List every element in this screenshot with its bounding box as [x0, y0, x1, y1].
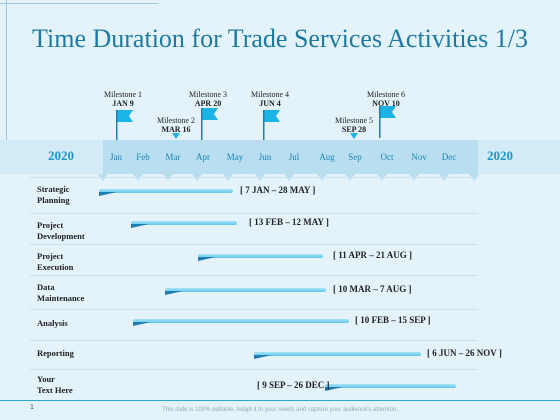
footer-divider — [0, 400, 560, 401]
milestone-date: JUN 4 — [259, 99, 281, 108]
activity-date-range: [ 7 JAN – 28 MAY ] — [240, 185, 316, 195]
activity-bar-shadow — [254, 355, 272, 359]
activity-label-line: Text Here — [37, 385, 73, 395]
activity-bar-shadow — [99, 192, 117, 196]
milestone-3-label: Milestone 3 APR 20 — [189, 90, 227, 108]
row-divider — [30, 177, 478, 178]
milestone-date: NOV 10 — [372, 99, 400, 108]
activity-label: Reporting — [37, 348, 74, 359]
corner-decoration-horizontal — [0, 3, 158, 4]
milestone-marker-icon — [350, 133, 358, 139]
activity-bar-shadow — [165, 291, 183, 295]
month-bar — [103, 140, 478, 174]
month-label-oct: Oct — [380, 152, 394, 162]
activity-label-line: Analysis — [37, 318, 68, 328]
milestone-flag-icon — [379, 106, 396, 138]
activity-label: Analysis — [37, 318, 68, 329]
row-divider — [30, 340, 478, 341]
activity-label: Data Maintenance — [37, 282, 84, 304]
activity-duration-bar — [99, 189, 233, 193]
activity-label-line: Your — [37, 374, 55, 384]
activity-label-line: Data — [37, 282, 55, 292]
activity-date-range: [ 13 FEB – 12 MAY ] — [249, 217, 329, 227]
milestone-6-label: Milestone 6 NOV 10 — [367, 90, 405, 108]
month-label-may: May — [226, 152, 244, 162]
milestone-date: SEP 28 — [341, 125, 367, 134]
month-label-feb: Feb — [136, 152, 150, 162]
milestone-4-label: Milestone 4 JUN 4 — [251, 90, 289, 108]
milestone-name: Milestone 2 — [157, 116, 195, 125]
month-label-jul: Jul — [288, 152, 300, 162]
milestone-name: Milestone 6 — [367, 90, 405, 99]
activity-label-line: Project — [37, 251, 64, 261]
corner-decoration-vertical — [6, 0, 7, 142]
activity-duration-bar — [133, 319, 349, 323]
milestone-flag-icon — [116, 110, 133, 140]
milestone-marker-icon — [172, 133, 180, 139]
activity-label-line: Project — [37, 220, 64, 230]
activity-label: Project Development — [37, 220, 85, 242]
activity-label-line: Planning — [37, 195, 70, 205]
row-divider — [30, 275, 478, 276]
milestone-5-label: Milestone 5 SEP 28 — [335, 116, 373, 134]
month-label-jun: Jun — [258, 152, 272, 162]
activity-label-line: Development — [37, 231, 85, 241]
slide-title: Time Duration for Trade Services Activit… — [32, 24, 528, 53]
milestone-date: APR 20 — [194, 99, 222, 108]
activity-bar-shadow — [133, 322, 151, 326]
activity-date-range: [ 11 APR – 21 AUG ] — [333, 250, 413, 260]
activity-bar-shadow — [131, 224, 149, 228]
activity-duration-bar — [198, 254, 323, 258]
milestone-2-label: Milestone 2 MAR 16 — [157, 116, 195, 134]
activity-label: Strategic Planning — [37, 184, 70, 206]
activity-bar-shadow — [325, 387, 343, 391]
activity-date-range: [ 9 SEP – 26 DEC ] — [257, 380, 330, 390]
month-label-apr: Apr — [196, 152, 210, 162]
milestone-name: Milestone 3 — [189, 90, 227, 99]
month-label-aug: Aug — [319, 152, 335, 162]
row-divider — [30, 244, 478, 245]
month-label-jan: Jan — [110, 152, 122, 162]
activity-duration-bar — [254, 352, 421, 356]
month-label-nov: Nov — [411, 152, 427, 162]
year-label-left: 2020 — [48, 148, 74, 163]
activity-duration-bar — [165, 288, 326, 292]
activity-label-line: Strategic — [37, 184, 70, 194]
activity-label-line: Reporting — [37, 348, 74, 358]
activity-date-range: [ 10 MAR – 7 AUG ] — [333, 284, 412, 294]
row-divider — [30, 309, 478, 310]
month-label-mar: Mar — [165, 152, 181, 162]
activity-label: Your Text Here — [37, 374, 73, 396]
month-label-sep: Sep — [348, 152, 362, 162]
activity-label: Project Execution — [37, 251, 73, 273]
milestone-name: Milestone 4 — [251, 90, 289, 99]
milestone-1-label: Milestone 1 JAN 9 — [104, 90, 142, 108]
milestone-name: Milestone 5 — [335, 116, 373, 125]
month-label-dec: Dec — [441, 152, 457, 162]
row-divider — [30, 369, 478, 370]
milestone-date: JAN 9 — [112, 99, 134, 108]
page-number: 1 — [30, 404, 34, 411]
activity-duration-bar — [131, 221, 237, 225]
milestone-name: Milestone 1 — [104, 90, 142, 99]
activity-date-range: [ 10 FEB – 15 SEP ] — [355, 315, 431, 325]
activity-bar-shadow — [198, 257, 216, 261]
activity-label-line: Maintenance — [37, 293, 85, 303]
activity-label-line: Execution — [37, 262, 74, 272]
milestone-flag-icon — [201, 108, 218, 140]
footer-text: This slide is 100% editable. Adapt it to… — [162, 407, 398, 413]
row-divider — [30, 213, 478, 214]
year-label-right: 2020 — [487, 148, 513, 163]
activity-duration-bar — [325, 384, 456, 388]
activity-date-range: [ 6 JUN – 26 NOV ] — [427, 348, 502, 358]
milestone-date: MAR 16 — [161, 125, 191, 134]
milestone-flag-icon — [263, 110, 280, 140]
